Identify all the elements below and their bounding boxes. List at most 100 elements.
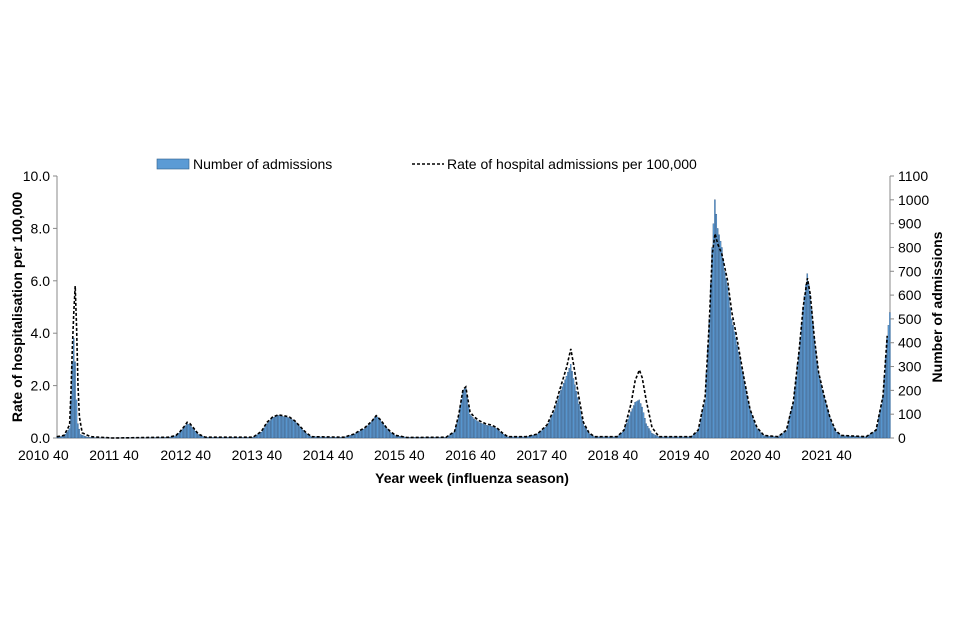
bar-admissions-210: [350, 435, 352, 439]
bar-admissions-296: [470, 415, 473, 439]
bar-admissions-358: [557, 398, 559, 439]
bar-admissions-471: [715, 213, 718, 439]
bar-admissions-160: [280, 415, 282, 439]
bar-admissions-317: [499, 431, 502, 439]
bar-admissions-166: [288, 417, 291, 439]
bar-admissions-302: [478, 422, 481, 439]
bar-admissions-474: [719, 240, 722, 439]
bar-admissions-580: [868, 434, 870, 439]
bar-admissions-462: [702, 405, 705, 439]
bar-admissions-85: [175, 435, 177, 439]
bar-admissions-451: [687, 436, 690, 439]
bar-admissions-473: [718, 234, 720, 439]
bar-admissions-16: [78, 428, 81, 439]
bar-admissions-266: [428, 437, 431, 439]
bar-admissions-303: [480, 422, 482, 439]
bar-admissions-520: [784, 431, 786, 439]
bar-admissions-18: [81, 434, 83, 439]
bar-admissions-288: [459, 407, 461, 439]
x-tick-label: 2011 40: [89, 447, 139, 463]
legend-swatch-admissions: [156, 158, 190, 170]
bar-admissions-360: [560, 390, 562, 439]
bar-admissions-176: [302, 430, 305, 439]
bar-admissions-457: [695, 431, 698, 439]
bar-admissions-226: [372, 419, 375, 439]
bar-admissions-101: [197, 434, 200, 439]
bar-admissions-422: [646, 425, 649, 439]
bar-admissions-466: [708, 318, 711, 439]
bar-admissions-223: [368, 424, 370, 439]
right-tick-label: 1000: [898, 192, 929, 208]
bar-admissions-501: [757, 429, 760, 439]
bar-admissions-503: [760, 432, 762, 439]
bar-admissions-188: [319, 436, 321, 439]
bar-admissions-146: [260, 431, 263, 439]
bar-admissions-391: [603, 436, 606, 439]
bar-admissions-461: [701, 412, 704, 439]
bar-admissions-475: [721, 247, 723, 439]
bar-admissions-231: [379, 420, 382, 439]
legend-label-admissions: Number of admissions: [193, 156, 332, 172]
x-axis-ticks: 2010 40 2011 40 2012 40 2013 40 2014 40 2015 …: [18, 447, 852, 463]
bar-admissions-583: [872, 432, 874, 439]
bar-admissions-371: [575, 391, 578, 439]
right-tick-label: 700: [898, 263, 922, 279]
bar-admissions-77: [163, 437, 166, 439]
bar-admissions-95: [189, 424, 191, 439]
bar-admissions-359: [558, 394, 561, 439]
bar-admissions-322: [506, 436, 509, 439]
bar-admissions-84: [173, 435, 176, 439]
bar-admissions-509: [768, 435, 771, 439]
bar-admissions-352: [548, 420, 551, 439]
bar-admissions-290: [462, 390, 464, 439]
bar-admissions-590: [882, 397, 884, 439]
bar-admissions-377: [583, 425, 586, 439]
bar-admissions-394: [607, 436, 610, 439]
bar-admissions-172: [296, 424, 299, 439]
bar-admissions-530: [798, 352, 800, 439]
bar-admissions-488: [739, 359, 741, 439]
bar-admissions-162: [282, 416, 285, 439]
bar-admissions-169: [292, 420, 295, 439]
bar-admissions-369: [572, 378, 575, 439]
bar-admissions-239: [390, 432, 393, 439]
bar-admissions-74: [159, 437, 162, 439]
bar-admissions-410: [630, 411, 632, 439]
bar-admissions-566: [848, 435, 851, 439]
bar-admissions-24: [89, 437, 92, 439]
bar-admissions-502: [758, 431, 761, 439]
bar-admissions-229: [376, 416, 379, 439]
bar-admissions-587: [877, 417, 880, 439]
bar-admissions-185: [315, 436, 317, 439]
bar-admissions-426: [652, 433, 655, 439]
bar-admissions-483: [732, 325, 734, 439]
bar-admissions-292: [464, 387, 467, 439]
bar-admissions-545: [819, 378, 821, 439]
bar-admissions-3: [60, 436, 62, 439]
bar-admissions-414: [635, 401, 638, 439]
bar-admissions-496: [750, 413, 753, 439]
bar-admissions-405: [623, 430, 625, 439]
bar-admissions-333: [522, 436, 524, 439]
bar-admissions-314: [495, 428, 498, 439]
bar-admissions-519: [782, 432, 785, 439]
bar-admissions-309: [488, 425, 491, 439]
bar-admissions-301: [477, 421, 480, 439]
bar-admissions-155: [273, 417, 275, 439]
bar-admissions-526: [792, 402, 795, 439]
bar-admissions-355: [553, 411, 555, 439]
bar-admissions-219: [362, 429, 365, 439]
bar-admissions-163: [284, 416, 286, 439]
bar-admissions-199: [334, 437, 337, 439]
bar-admissions-531: [799, 337, 802, 439]
bar-admissions-178: [305, 433, 307, 439]
bar-admissions-157: [275, 415, 278, 439]
x-tick-label: 2010 40: [18, 447, 69, 463]
bar-admissions-512: [772, 436, 775, 439]
bar-admissions-237: [387, 430, 390, 439]
bar-admissions-546: [820, 384, 823, 439]
bar-admissions-285: [455, 426, 457, 439]
bar-admissions-444: [677, 436, 680, 439]
bar-admissions-280: [448, 435, 450, 439]
bar-admissions-357: [555, 403, 558, 439]
